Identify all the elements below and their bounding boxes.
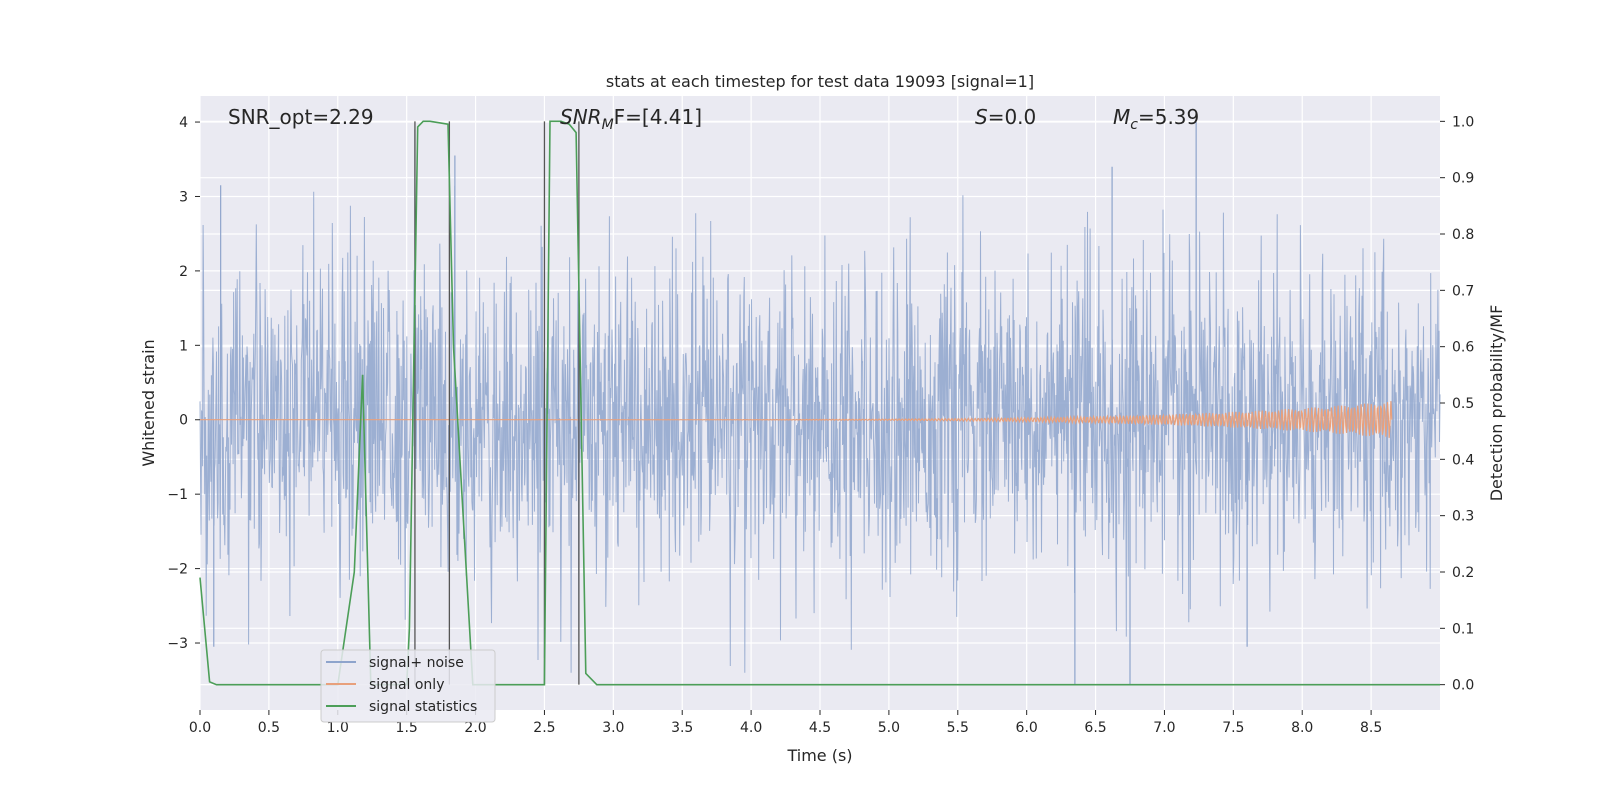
chart-title: stats at each timestep for test data 190… — [606, 72, 1034, 91]
y-right-tick-label: 0.6 — [1452, 340, 1474, 356]
x-tick-label: 7.5 — [1222, 720, 1244, 736]
x-tick-label: 5.0 — [878, 720, 900, 736]
vline-layer — [414, 121, 580, 685]
y-right-tick-label: 0.0 — [1452, 678, 1474, 694]
mc-sub: c — [1130, 117, 1138, 133]
annotation-s: S=0.0 — [975, 105, 1036, 129]
stat-layer — [199, 120, 1440, 686]
legend-label-signal-noise: signal+ noise — [369, 655, 464, 671]
mc-main: M — [1113, 105, 1130, 129]
x-axis-label: Time (s) — [786, 746, 852, 765]
x-tick-label: 4.5 — [809, 720, 831, 736]
x-tick-label: 8.0 — [1291, 720, 1313, 736]
tick-layer: 0.0 0.5 1.0 1.5 2.0 2.5 3.0 3.5 4.0 4.5 5.0 5.5 6.0 6… — [167, 114, 1474, 736]
x-tick-label: 2.0 — [464, 720, 486, 736]
x-tick-label: 6.0 — [1016, 720, 1038, 736]
y-right-tick-label: 1.0 — [1452, 114, 1474, 130]
y-left-tick-label: −1 — [167, 487, 188, 503]
snr-mf-main: SNR — [560, 105, 602, 129]
y-left-tick-label: −2 — [167, 562, 188, 578]
snr-mf-sub: M — [602, 117, 614, 133]
legend-label-signal-statistics: signal statistics — [369, 699, 477, 715]
x-tick-label: 8.5 — [1360, 720, 1382, 736]
y-right-tick-label: 0.3 — [1452, 509, 1474, 525]
y-right-tick-label: 0.2 — [1452, 565, 1474, 581]
y-right-tick-label: 0.9 — [1452, 171, 1474, 187]
x-tick-label: 2.5 — [533, 720, 555, 736]
y-right-tick-label: 0.4 — [1452, 452, 1474, 468]
signal-statistics-line — [199, 120, 1440, 686]
legend-box — [320, 649, 496, 723]
x-tick-label: 3.0 — [602, 720, 624, 736]
y-axis-label-right: Detection probability/MF — [1487, 305, 1506, 502]
y-left-tick-label: −3 — [167, 636, 188, 652]
annotation-snr-opt: SNR_opt=2.29 — [228, 105, 374, 129]
y-right-tick-label: 0.7 — [1452, 283, 1474, 299]
s-rest: =0.0 — [988, 105, 1037, 129]
x-tick-label: 6.5 — [1084, 720, 1106, 736]
signal-only-line — [200, 401, 1393, 438]
y-left-tick-label: 0 — [179, 413, 188, 429]
s-var: S — [975, 105, 988, 129]
x-tick-label: 5.5 — [947, 720, 969, 736]
mc-rest: =5.39 — [1138, 105, 1199, 129]
legend-label-signal-only: signal only — [369, 677, 444, 693]
y-right-tick-label: 0.1 — [1452, 621, 1474, 637]
snr-mf-rest: F=[4.41] — [614, 105, 702, 129]
legend: signal+ noise signal only signal statist… — [320, 649, 496, 723]
y-left-tick-label: 1 — [179, 338, 188, 354]
y-left-tick-label: 3 — [179, 189, 188, 205]
annotation-mc: Mc=5.39 — [1113, 105, 1199, 133]
x-tick-label: 1.5 — [396, 720, 418, 736]
x-tick-label: 1.0 — [327, 720, 349, 736]
y-left-tick-label: 2 — [179, 264, 188, 280]
signal-noise-line — [199, 185, 1441, 673]
chirp-layer — [200, 401, 1393, 438]
x-tick-label: 4.0 — [740, 720, 762, 736]
y-left-tick-label: 4 — [179, 115, 188, 131]
x-tick-label: 7.0 — [1153, 720, 1175, 736]
x-tick-label: 3.5 — [671, 720, 693, 736]
annotation-snr-mf: SNRMF=[4.41] — [560, 105, 702, 133]
y-axis-label-left: Whitened strain — [139, 339, 158, 466]
x-tick-label: 0.0 — [189, 720, 211, 736]
y-right-tick-label: 0.8 — [1452, 227, 1474, 243]
y-right-tick-label: 0.5 — [1452, 396, 1474, 412]
x-tick-label: 0.5 — [258, 720, 280, 736]
